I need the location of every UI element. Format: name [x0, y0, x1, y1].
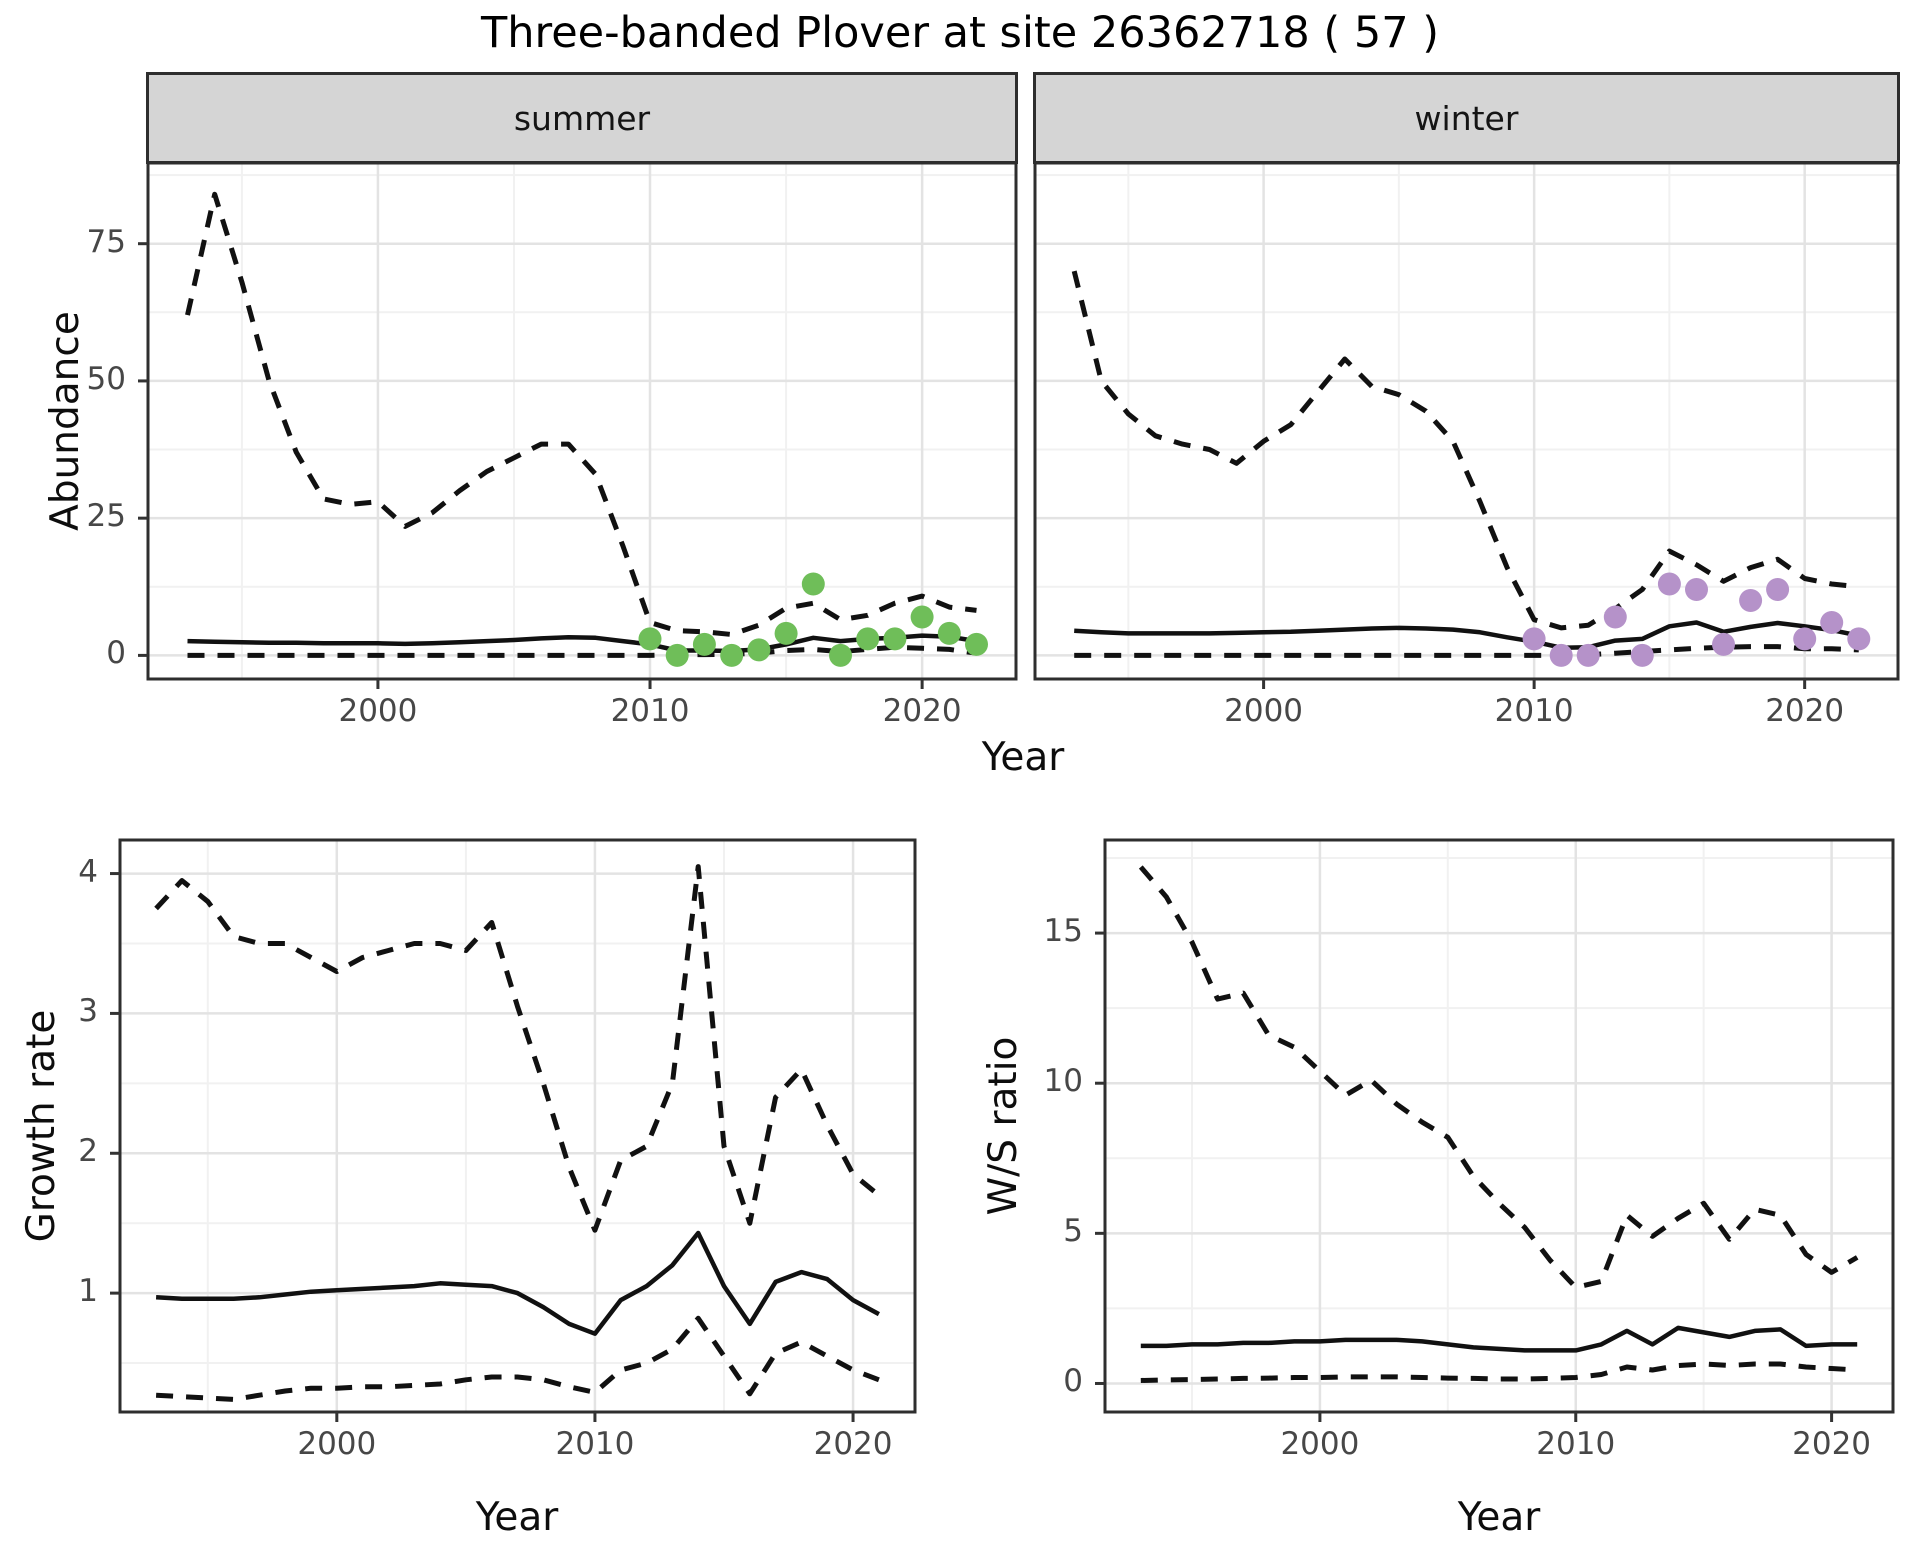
y-tick-label: 4 [78, 853, 98, 890]
median-line [155, 1230, 880, 1336]
x-axis-title-ws: Year [1457, 1495, 1541, 1540]
x-tick-label: 2020 [1792, 1426, 1872, 1462]
observation-point [1657, 572, 1681, 596]
observation-point [1576, 643, 1600, 667]
upper_95ci-line [1138, 865, 1859, 1290]
observation-point [1793, 627, 1817, 651]
panel-growth-rate [110, 838, 917, 1422]
panel-background [1105, 840, 1893, 1412]
y-tick-label: 1 [78, 1273, 98, 1310]
lower_95ci-line [155, 1315, 880, 1402]
y-tick-label: 75 [86, 223, 126, 260]
median-line [1140, 1325, 1858, 1353]
observation-point [638, 627, 662, 651]
panel-background [148, 163, 1016, 679]
observation-point [883, 627, 907, 651]
panel-background [1035, 163, 1898, 679]
y-tick-label: 10 [1043, 1063, 1083, 1100]
observation-point [1712, 632, 1735, 656]
lower_95ci-line [1074, 644, 1859, 658]
observation-point [665, 643, 689, 667]
panel-abundance-summer [138, 161, 1018, 689]
x-tick-label: 2000 [338, 693, 418, 729]
panel-ws-ratio [1095, 838, 1895, 1422]
lower_95ci-line [187, 644, 977, 658]
panel-background [120, 840, 915, 1412]
observation-point [1820, 611, 1844, 634]
y-tick-label: 5 [1063, 1213, 1083, 1250]
facet-strip-winter-label: winter [1414, 98, 1519, 138]
x-tick-label: 2010 [1494, 693, 1574, 729]
upper_95ci-line [1071, 270, 1860, 631]
panel-border [1103, 838, 1895, 1414]
x-tick-label: 2020 [1765, 693, 1845, 729]
median-line [1074, 620, 1860, 650]
x-tick-label: 2000 [1224, 693, 1304, 729]
observation-point [1549, 643, 1573, 667]
x-tick-label: 2000 [1280, 1426, 1360, 1462]
observation-point [829, 643, 852, 667]
panel-border [118, 838, 917, 1414]
facet-strip-summer: summer [146, 72, 1018, 164]
y-tick-label: 3 [78, 993, 98, 1030]
y-tick-label: 2 [78, 1133, 98, 1170]
upper_95ci-line [154, 864, 881, 1233]
observation-point [747, 638, 771, 662]
y-tick-label: 0 [1063, 1363, 1083, 1400]
observation-point [720, 643, 744, 667]
median-line [187, 633, 977, 654]
panel-border [1033, 161, 1900, 681]
observation-point [1766, 578, 1790, 601]
observation-point [937, 621, 961, 645]
x-tick-label: 2010 [1536, 1426, 1616, 1462]
observation-point [1630, 643, 1654, 667]
observation-point [1739, 589, 1763, 612]
observation-point [1685, 578, 1708, 601]
y-tick-label: 0 [106, 635, 126, 672]
figure-title: Three-banded Plover at site 26362718 ( 5… [480, 8, 1440, 58]
x-axis-title-top: Year [981, 735, 1065, 780]
x-tick-label: 2010 [555, 1426, 635, 1462]
observation-point [1603, 605, 1627, 629]
facet-strip-summer-label: summer [513, 98, 651, 138]
facet-strip-winter: winter [1033, 72, 1900, 164]
observation-point [774, 621, 798, 645]
y-tick-label: 50 [86, 360, 126, 397]
x-tick-label: 2020 [882, 693, 962, 729]
observation-point [692, 632, 716, 656]
observation-point [1847, 627, 1871, 651]
x-tick-label: 2010 [610, 693, 690, 729]
panel-border [146, 161, 1018, 681]
observation-point [1522, 627, 1546, 651]
panel-abundance-winter [1033, 161, 1900, 689]
x-tick-label: 2000 [297, 1426, 377, 1462]
observation-point [965, 632, 988, 656]
observation-point [856, 627, 880, 651]
x-axis-title-growth: Year [475, 1495, 559, 1540]
observation-point [910, 605, 934, 629]
y-tick-label: 15 [1043, 913, 1083, 950]
observation-point [801, 572, 825, 596]
y-tick-label: 25 [86, 498, 126, 535]
x-tick-label: 2020 [813, 1426, 893, 1462]
